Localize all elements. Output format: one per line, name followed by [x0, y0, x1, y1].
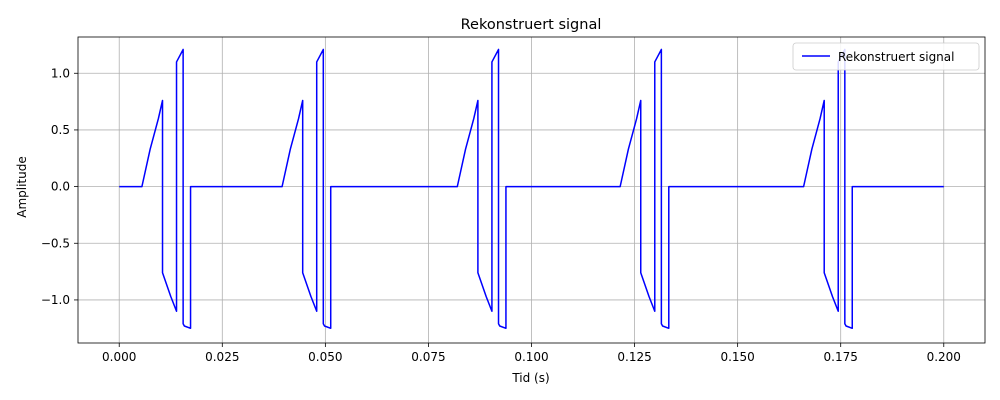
- x-tick-label: 0.100: [514, 350, 548, 364]
- x-tick-label: 0.200: [927, 350, 961, 364]
- x-tick-label: 0.125: [617, 350, 651, 364]
- y-tick-label: 0.5: [51, 123, 70, 137]
- x-axis-ticks: 0.000 0.025 0.050 0.075 0.100 0.125 0.150 0.175…: [102, 343, 961, 364]
- chart-title: Rekonstruert signal: [461, 17, 602, 33]
- series-layer: [119, 48, 944, 330]
- series-line: [119, 48, 944, 330]
- legend-box: [792, 42, 980, 71]
- legend-label: Rekonstruert signal: [838, 50, 954, 64]
- y-tick-label: 0.0: [51, 180, 70, 194]
- y-tick-label: 1.0: [51, 66, 70, 80]
- x-tick-label: 0.025: [205, 350, 239, 364]
- legend: Rekonstruert signal: [792, 42, 980, 71]
- y-tick-label: −1.0: [41, 293, 70, 307]
- x-tick-label: 0.050: [308, 350, 342, 364]
- y-axis-label: Amplitude: [15, 156, 29, 218]
- x-tick-label: 0.175: [824, 350, 858, 364]
- y-tick-label: −0.5: [41, 236, 70, 250]
- x-tick-label: 0.150: [720, 350, 754, 364]
- x-tick-label: 0.075: [411, 350, 445, 364]
- x-tick-label: 0.000: [102, 350, 136, 364]
- x-axis-label: Tid (s): [511, 371, 549, 385]
- y-axis-ticks: −1.0 −0.5 0.0 0.5 1.0: [41, 66, 78, 307]
